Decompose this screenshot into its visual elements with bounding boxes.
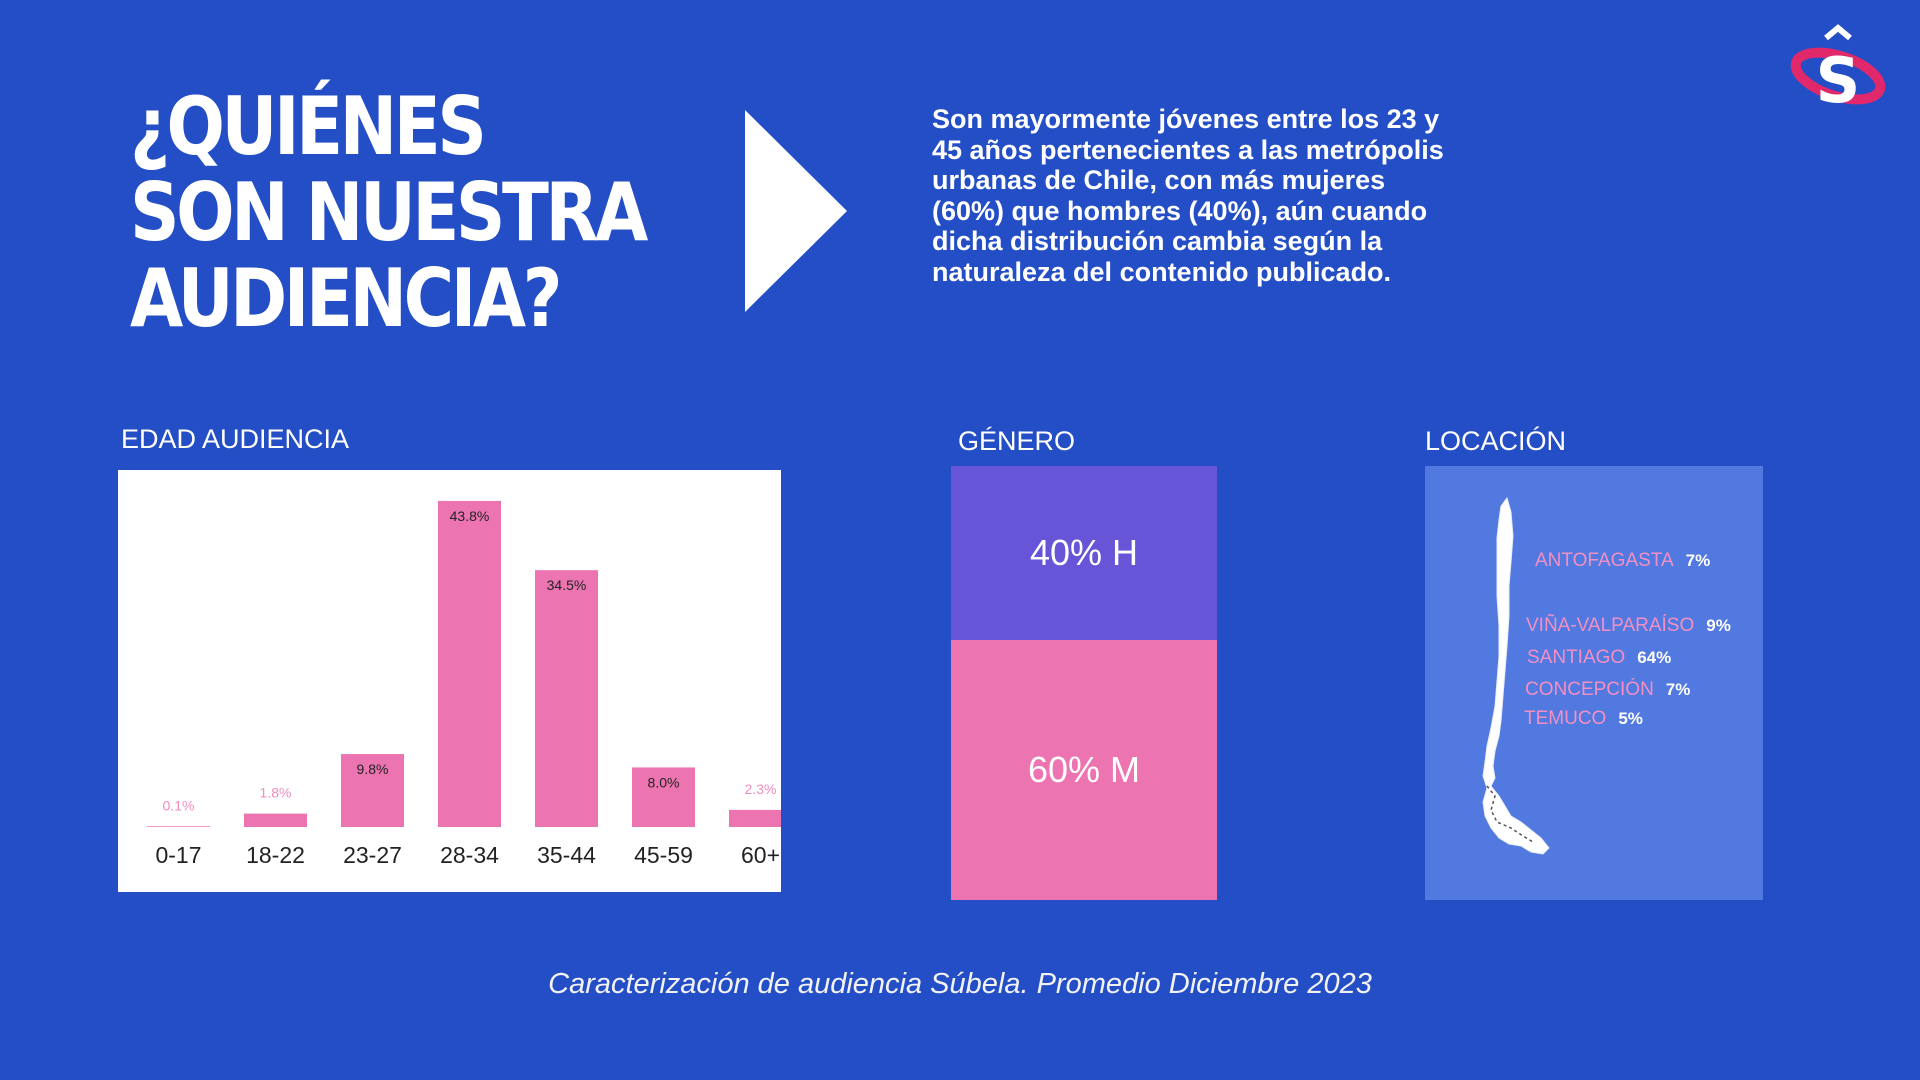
gender-label-women: 60% M	[1027, 749, 1141, 790]
bar-60+	[729, 809, 781, 827]
gender-segment-women: 60% M	[951, 640, 1217, 900]
location-section-label: LOCACIÓN	[1425, 426, 1567, 456]
city-name: SANTIAGO	[1527, 647, 1626, 668]
x-tick-label: 45-59	[634, 842, 693, 868]
city-pct: 9%	[1706, 616, 1731, 635]
age-section-label: EDAD AUDIENCIA	[121, 424, 350, 454]
gender-section-label: GÉNERO	[958, 426, 1076, 456]
page-title: ¿QUIÉNES SON NUESTRA AUDIENCIA?	[130, 80, 648, 345]
chile-map	[1482, 496, 1550, 855]
x-tick-label: 0-17	[155, 842, 201, 868]
city-temuco: TEMUCO 5%	[1524, 708, 1643, 730]
city-antofagasta: ANTOFAGASTA 7%	[1535, 550, 1710, 572]
age-chart-card: 0.1% 0-17 1.8% 18-22 9.8% 23-27 43.8% 28-34 34.5…	[118, 470, 781, 892]
city-pct: 64%	[1637, 648, 1672, 667]
bar-value-label: 0.1%	[163, 797, 195, 813]
gender-chart: 40% H 60% M	[951, 466, 1217, 900]
title-line-3: AUDIENCIA?	[130, 252, 563, 345]
bar-0-17	[147, 826, 210, 827]
bar-value-label: 9.8%	[357, 761, 389, 777]
city-name: TEMUCO	[1524, 708, 1607, 729]
gender-label-men: 40% H	[1029, 532, 1139, 573]
bar-18-22	[244, 813, 307, 827]
intro-paragraph: Son mayormente jóvenes entre los 23 y 45…	[932, 104, 1444, 287]
city-name: CONCEPCIÓN	[1525, 679, 1654, 700]
x-tick-label: 23-27	[343, 842, 402, 868]
x-tick-label: 35-44	[537, 842, 596, 868]
subela-logo: S	[1790, 24, 1886, 108]
bar-23-27	[341, 754, 404, 827]
play-arrow-icon	[745, 110, 847, 312]
bar-value-label: 8.0%	[648, 774, 680, 790]
city-vina-valparaiso: VIÑA-VALPARAÍSO 9%	[1526, 615, 1731, 637]
location-panel: ANTOFAGASTA 7% VIÑA-VALPARAÍSO 9% SANTIAGO…	[1425, 466, 1763, 900]
city-pct: 7%	[1665, 680, 1691, 699]
bar-value-label: 43.8%	[450, 508, 490, 524]
bar-45-59	[632, 767, 695, 827]
gender-segment-men: 40% H	[951, 466, 1217, 640]
bar-28-34	[438, 500, 501, 827]
title-line-1: ¿QUIÉNES	[130, 80, 487, 173]
title-line-2: SON NUESTRA	[130, 166, 648, 259]
bar-value-label: 34.5%	[547, 577, 587, 593]
svg-text:S: S	[1816, 44, 1861, 108]
city-concepcion: CONCEPCIÓN 7%	[1525, 679, 1690, 701]
city-santiago: SANTIAGO 64%	[1527, 647, 1671, 669]
x-tick-label: 18-22	[246, 842, 305, 868]
bar-35-44	[535, 570, 598, 827]
city-pct: 5%	[1618, 709, 1643, 728]
footer-caption: Caracterización de audiencia Súbela. Pro…	[548, 968, 1372, 1000]
city-pct: 7%	[1685, 551, 1711, 570]
bar-value-label: 1.8%	[260, 785, 292, 801]
city-name: VIÑA-VALPARAÍSO	[1526, 615, 1695, 636]
x-tick-label: 60+	[741, 842, 780, 868]
city-name: ANTOFAGASTA	[1535, 550, 1674, 571]
age-bar-chart: 0.1% 0-17 1.8% 18-22 9.8% 23-27 43.8% 28-34 34.5…	[147, 500, 781, 868]
x-tick-label: 28-34	[440, 842, 499, 868]
bar-value-label: 2.3%	[745, 781, 777, 797]
